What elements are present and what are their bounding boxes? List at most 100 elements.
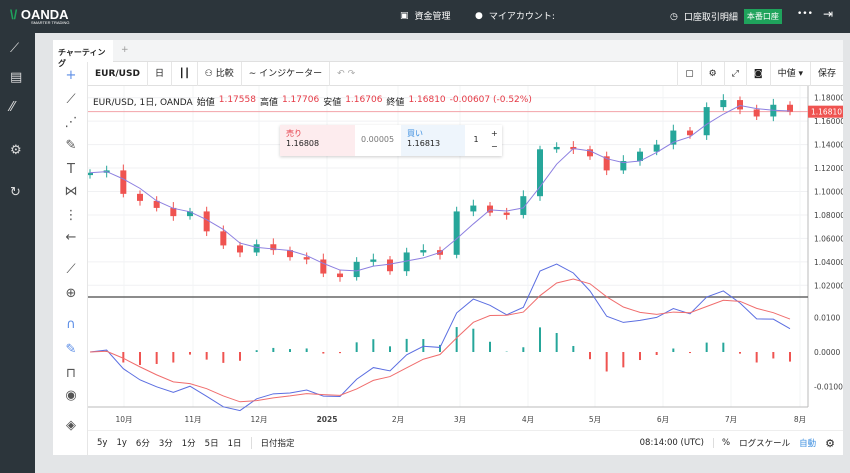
increase-button[interactable]: + [491,129,498,138]
pattern-icon[interactable]: ⋈ [64,184,78,199]
candle-body [137,193,143,201]
candle-body [387,259,393,272]
statement-button[interactable]: ◷ 口座取引明細 本番口座 [670,9,782,24]
fullscreen-icon[interactable]: ⤢ [725,61,747,86]
candle-body [88,172,93,176]
prediction-icon[interactable]: ⋮ [64,208,78,223]
range-5d[interactable]: 5日 [204,439,219,449]
sell-price: 1.16808 [286,139,320,148]
top-bar: \/ OANDA SMARTER TRADING ▣ 資金管理 ● マイアカウント: … [0,0,850,33]
refresh-icon[interactable]: ↻ [10,185,21,200]
candle-body [737,100,743,110]
clock: 08:14:00 (UTC) [639,438,705,448]
price-tick: 1.04000 [814,258,843,267]
auto-scale-toggle[interactable]: 自動 [799,439,817,449]
indicators-button[interactable]: ∼ インジケーター [242,61,331,86]
lock-drawing-icon[interactable]: ✎ [65,342,77,357]
money-icon: ▣ [400,10,409,21]
range-1m[interactable]: 1分 [181,439,196,449]
goto-date-button[interactable]: 日付指定 [250,437,631,449]
ruler-icon[interactable]: ⟋ [66,262,76,277]
buy-price: 1.16813 [407,139,441,148]
price-tick: 1.02000 [814,281,843,290]
back-arrow-icon[interactable]: ← [65,230,77,245]
candle-body [320,259,327,274]
logo[interactable]: \/ OANDA SMARTER TRADING [10,7,70,25]
crosshair-icon[interactable]: + [65,68,77,83]
decrease-button[interactable]: − [491,142,498,151]
fib-icon[interactable]: ⋰ [64,115,78,130]
price-tick: 1.12000 [814,164,843,173]
candle-body [487,205,493,213]
account-button[interactable]: ● マイアカウント: [475,9,555,23]
statement-label: 口座取引明細 [683,13,738,23]
sell-button[interactable]: 売り 1.16808 [280,125,355,156]
price-chart[interactable]: 1.18000 1.16000 1.14000 1.12000 1.10000 1.080… [88,86,843,430]
magnet-icon[interactable]: ∩ [66,317,76,332]
range-3m[interactable]: 3分 [158,439,173,449]
range-1d[interactable]: 1日 [227,439,242,449]
candle-body [120,170,127,194]
news-icon[interactable]: ▤ [10,70,23,85]
last-price-tag [808,105,843,118]
candle-body [503,212,510,215]
brush-icon[interactable]: ✎ [65,138,77,153]
trendline-icon[interactable]: ⟋ [66,92,76,107]
range-6m[interactable]: 6分 [135,439,150,449]
price-tick: 1.16000 [814,117,843,126]
add-tab-button[interactable]: + [121,45,129,55]
tab-charting[interactable]: チャーティング [53,40,113,68]
live-badge: 本番口座 [743,9,782,24]
funds-button[interactable]: ▣ 資金管理 [400,9,451,23]
sidebar: ⟋ ▤ ⁄⁄ ⚙ ↻ [0,33,35,473]
zoom-icon[interactable]: ⊕ [65,286,77,301]
candle-type-icon[interactable]: ┃┃ [172,61,198,86]
layout-icon[interactable]: ▢ [678,61,702,86]
chart-legend: EUR/USD, 1日, OANDA 始値 1.17558 高値 1.17706 安… [93,95,532,108]
log-scale-toggle[interactable]: ログスケール [739,439,791,449]
unlock-icon[interactable]: ⊓ [65,366,77,381]
settings-icon[interactable]: ⚙ [825,436,835,450]
chart-icon[interactable]: ⟋ [10,41,20,56]
chart-toolbar: EUR/USD 日 ┃┃ ⚇ 比較 ∼ インジケーター ↶ ↷ ▢ ⚙ ⤢ ◙ … [88,61,843,86]
time-tick: 3月 [454,415,466,424]
time-tick: 2025 [317,415,338,424]
time-tick: 4月 [522,415,534,424]
undo-redo[interactable]: ↶ ↷ [330,61,679,86]
candle-body [287,250,293,258]
quantity-field[interactable]: 1 [473,135,479,144]
high-label: 高値 [259,98,278,108]
settings-icon[interactable]: ⚙ [10,143,22,158]
time-tick: 8月 [794,415,806,424]
interval-button[interactable]: 日 [148,61,172,86]
buy-button[interactable]: 買い 1.16813 [401,125,465,156]
compare-button[interactable]: ⚇ 比較 [198,61,242,86]
analysis-icon[interactable]: ⁄⁄ [10,100,15,115]
brand: OANDA [20,7,69,22]
settings-gear-icon[interactable]: ⚙ [702,61,725,86]
price-tick: 1.14000 [814,141,843,150]
candle-body [420,250,427,253]
more-button[interactable]: ••• [797,9,813,19]
candle-body [237,245,243,253]
candle-body [687,130,693,136]
layers-icon[interactable]: ◈ [66,418,76,433]
candle-body [620,161,627,171]
symbol-button[interactable]: EUR/USD [88,61,148,86]
candle-body [403,252,410,272]
candle-body [703,107,710,136]
camera-icon[interactable]: ◙ [747,61,771,86]
text-icon[interactable]: T [67,162,75,177]
eye-icon[interactable]: ◉ [65,388,77,403]
open-label: 始値 [196,98,215,108]
candle-body [720,100,727,108]
logout-icon[interactable]: ⇥ [823,7,834,21]
range-5y[interactable]: 5y [97,438,108,448]
range-1y[interactable]: 1y [116,438,127,448]
price-tick: 1.08000 [814,211,843,220]
save-button[interactable]: 保存 [817,68,836,79]
time-tick: 5月 [589,415,601,424]
candle-body [637,151,643,162]
percent-toggle[interactable]: % [713,438,730,448]
price-type-dropdown[interactable]: 中値 ▾ [771,61,811,86]
